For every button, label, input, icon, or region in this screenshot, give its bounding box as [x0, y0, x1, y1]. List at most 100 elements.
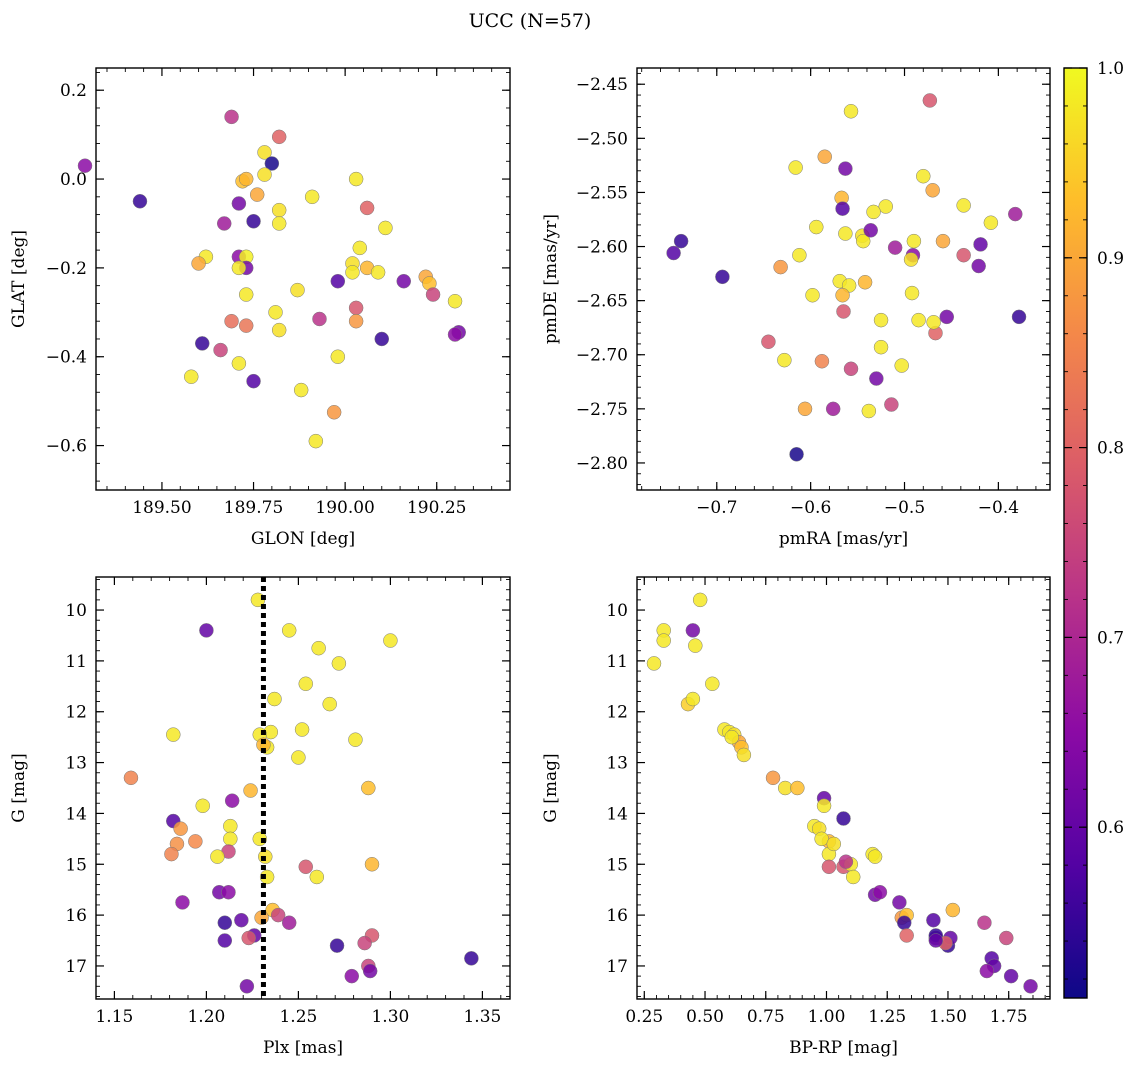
y-tick-label: 13: [65, 754, 87, 774]
scatter-point: [983, 215, 999, 230]
scatter-point: [271, 322, 287, 338]
scatter-point: [878, 199, 893, 214]
scatter-point: [899, 928, 914, 943]
scatter-point: [359, 200, 375, 216]
x-tick-label: 189.75: [224, 498, 283, 518]
plot-frame: [636, 576, 1051, 1000]
scatter-point: [906, 233, 922, 249]
figure-title: UCC (N=57): [469, 10, 592, 32]
scatter-point: [246, 373, 261, 389]
scatter-point: [267, 691, 282, 707]
scatter-point: [816, 798, 832, 814]
y-tick-label: 12: [606, 703, 628, 723]
scatter-point: [656, 633, 671, 648]
scatter-point: [239, 979, 255, 994]
x-axis-label: pmRA [mas/yr]: [779, 529, 908, 549]
scatter-point: [348, 300, 364, 316]
scatter-point: [896, 915, 912, 930]
scatter-point: [765, 770, 781, 786]
y-axis-label: G [mag]: [541, 753, 561, 822]
x-tick-label: 1.00: [808, 1007, 846, 1027]
scatter-point: [835, 201, 850, 216]
scatter-point: [425, 287, 441, 302]
scatter-point: [825, 401, 841, 417]
y-axis-label: GLAT [deg]: [9, 230, 29, 328]
scatter-point: [166, 727, 181, 742]
scatter-point: [311, 640, 326, 656]
scatter-point: [241, 930, 256, 946]
scatter-point: [348, 313, 364, 329]
scatter-point: [922, 93, 938, 108]
y-tick-label: 14: [65, 804, 87, 824]
scatter-point: [249, 187, 265, 202]
scatter-point: [869, 371, 884, 386]
scatter-point: [887, 240, 903, 255]
scatter-point: [688, 638, 703, 653]
scatter-point: [1008, 206, 1023, 222]
scatter-point: [892, 895, 907, 910]
scatter-point: [971, 258, 986, 274]
scatter-point: [817, 149, 832, 164]
scatter-point: [191, 256, 206, 271]
scatter-point: [194, 336, 210, 351]
colorbar-tick-label: 0.9: [1097, 249, 1124, 269]
x-tick-label: 1.50: [929, 1007, 967, 1027]
plot-frame: [636, 67, 1051, 491]
scatter-point: [213, 342, 228, 358]
scatter-point: [348, 171, 364, 187]
scatter-point: [238, 287, 254, 302]
y-tick-label: 16: [606, 906, 628, 926]
scatter-point: [646, 656, 662, 671]
scatter-point: [188, 834, 203, 849]
scatter-point: [294, 722, 310, 737]
scatter-point: [999, 930, 1014, 946]
scatter-point: [224, 793, 240, 808]
scatter-point: [867, 849, 883, 864]
scatter-point: [911, 312, 926, 328]
x-tick-label: 1.20: [187, 1007, 225, 1027]
y-tick-label: 0.2: [60, 81, 87, 101]
scatter-point: [715, 269, 730, 285]
y-tick-label: −2.80: [576, 454, 628, 474]
y-tick-label: 11: [606, 652, 628, 672]
scatter-point: [973, 237, 988, 252]
scatter-point: [281, 623, 297, 638]
x-axis-label: Plx [mas]: [263, 1038, 343, 1058]
scatter-point: [257, 145, 272, 160]
scatter-point: [199, 623, 214, 638]
y-tick-label: −0.4: [46, 348, 87, 368]
scatter-point: [370, 265, 386, 280]
scatter-point: [705, 676, 720, 692]
scatter-point: [838, 161, 853, 176]
scatter-point: [916, 168, 931, 184]
x-tick-label: 1.75: [990, 1007, 1028, 1027]
y-tick-label: −2.65: [576, 292, 628, 312]
x-tick-label: 1.30: [371, 1007, 409, 1027]
scatter-point: [956, 198, 971, 213]
scatter-point: [904, 285, 920, 301]
scatter-point: [903, 252, 919, 267]
scatter-point: [773, 259, 788, 275]
scatter-point: [216, 216, 232, 231]
scatter-point: [345, 265, 360, 280]
scatter-point: [666, 245, 681, 261]
scatter-point: [761, 334, 776, 350]
x-axis-label: GLON [deg]: [251, 529, 355, 549]
scatter-point: [304, 189, 320, 205]
scatter-point: [736, 747, 752, 763]
scatter-point: [945, 902, 961, 918]
x-tick-label: 190.00: [315, 498, 374, 518]
y-axis-label: pmDE [mas/yr]: [541, 214, 561, 344]
y-tick-label: −2.70: [576, 346, 628, 366]
x-tick-label: 0.25: [625, 1007, 663, 1027]
scatter-point: [464, 951, 479, 966]
scatter-point: [383, 633, 398, 648]
scatter-point: [939, 309, 954, 325]
scatter-point: [926, 912, 941, 928]
plot-frame: [95, 576, 511, 1000]
x-axis-label: BP-RP [mag]: [789, 1038, 898, 1058]
x-tick-label: 1.25: [868, 1007, 906, 1027]
scatter-point: [281, 915, 297, 930]
scatter-point: [857, 274, 873, 290]
scatter-point: [271, 129, 287, 145]
